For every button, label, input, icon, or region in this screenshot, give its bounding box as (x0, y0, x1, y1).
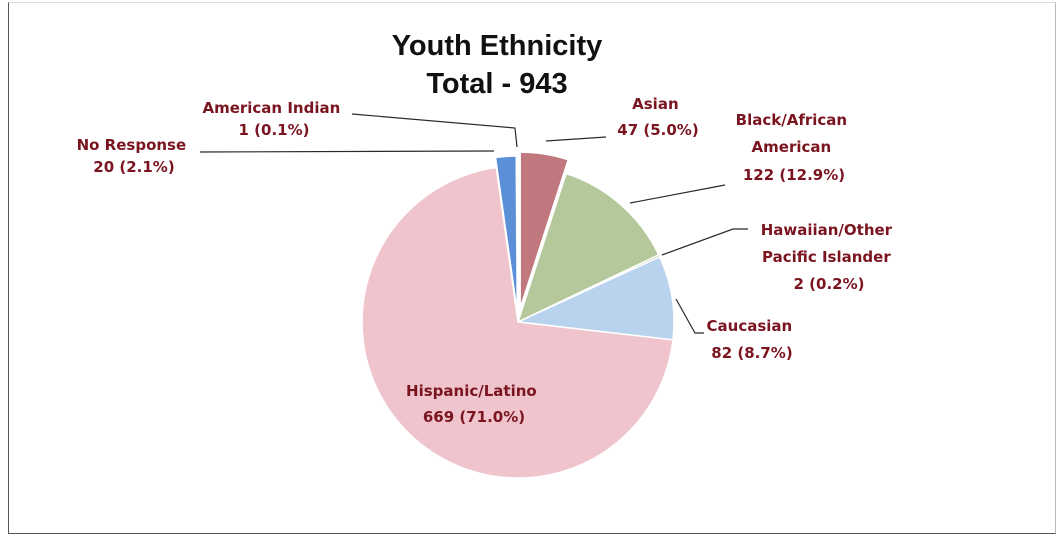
label-hawaiian: Hawaiian/Other Pacific Islander 2 (0.2%) (761, 221, 898, 293)
label-no-response-name: No Response (77, 136, 187, 154)
label-caucasian: Caucasian 82 (8.7%) (707, 317, 798, 362)
label-hispanic-latino-name: Hispanic/Latino (406, 382, 537, 400)
chart-title-line-2: Total - 943 (426, 68, 567, 100)
leader-line-american-indian (351, 113, 518, 148)
pie-slice-american-indian (516, 155, 519, 313)
label-asian-name: Asian (632, 95, 678, 113)
leader-line-hawaiian (661, 228, 748, 256)
label-black-african-american-line-2: American (752, 138, 832, 156)
chart-title-line-1: Youth Ethnicity (392, 30, 603, 62)
label-asian-value: 47 (5.0%) (617, 121, 698, 139)
label-black-african-american-line-1: Black/African (736, 111, 847, 129)
label-hawaiian-value: 2 (0.2%) (794, 275, 865, 293)
pie-slice-hispanic-latino (361, 166, 674, 479)
label-hawaiian-line-2: Pacific Islander (762, 248, 891, 266)
label-american-indian: American Indian 1 (0.1%) (202, 99, 345, 139)
label-no-response-value: 20 (2.1%) (93, 158, 174, 176)
leader-line-caucasian (675, 298, 704, 334)
leader-line-asian (545, 136, 607, 142)
label-black-african-american-value: 122 (12.9%) (743, 166, 845, 184)
label-american-indian-value: 1 (0.1%) (239, 121, 310, 139)
label-hawaiian-line-1: Hawaiian/Other (761, 221, 893, 239)
label-hispanic-latino: Hispanic/Latino 669 (71.0%) (406, 382, 542, 426)
label-no-response: No Response 20 (2.1%) (77, 136, 192, 176)
label-american-indian-name: American Indian (202, 99, 340, 117)
label-asian: Asian 47 (5.0%) (617, 95, 698, 139)
pie-slice-caucasian (515, 255, 675, 341)
pie-slice-asian (519, 151, 570, 309)
leader-line-black-african-american (629, 184, 726, 204)
leader-line-no-response (199, 150, 495, 153)
label-black-african-american: Black/African American 122 (12.9%) (736, 111, 853, 184)
label-caucasian-value: 82 (8.7%) (711, 344, 792, 362)
label-hispanic-latino-value: 669 (71.0%) (423, 408, 525, 426)
pie-slice-black-african-american (516, 172, 660, 324)
label-caucasian-name: Caucasian (707, 317, 793, 335)
